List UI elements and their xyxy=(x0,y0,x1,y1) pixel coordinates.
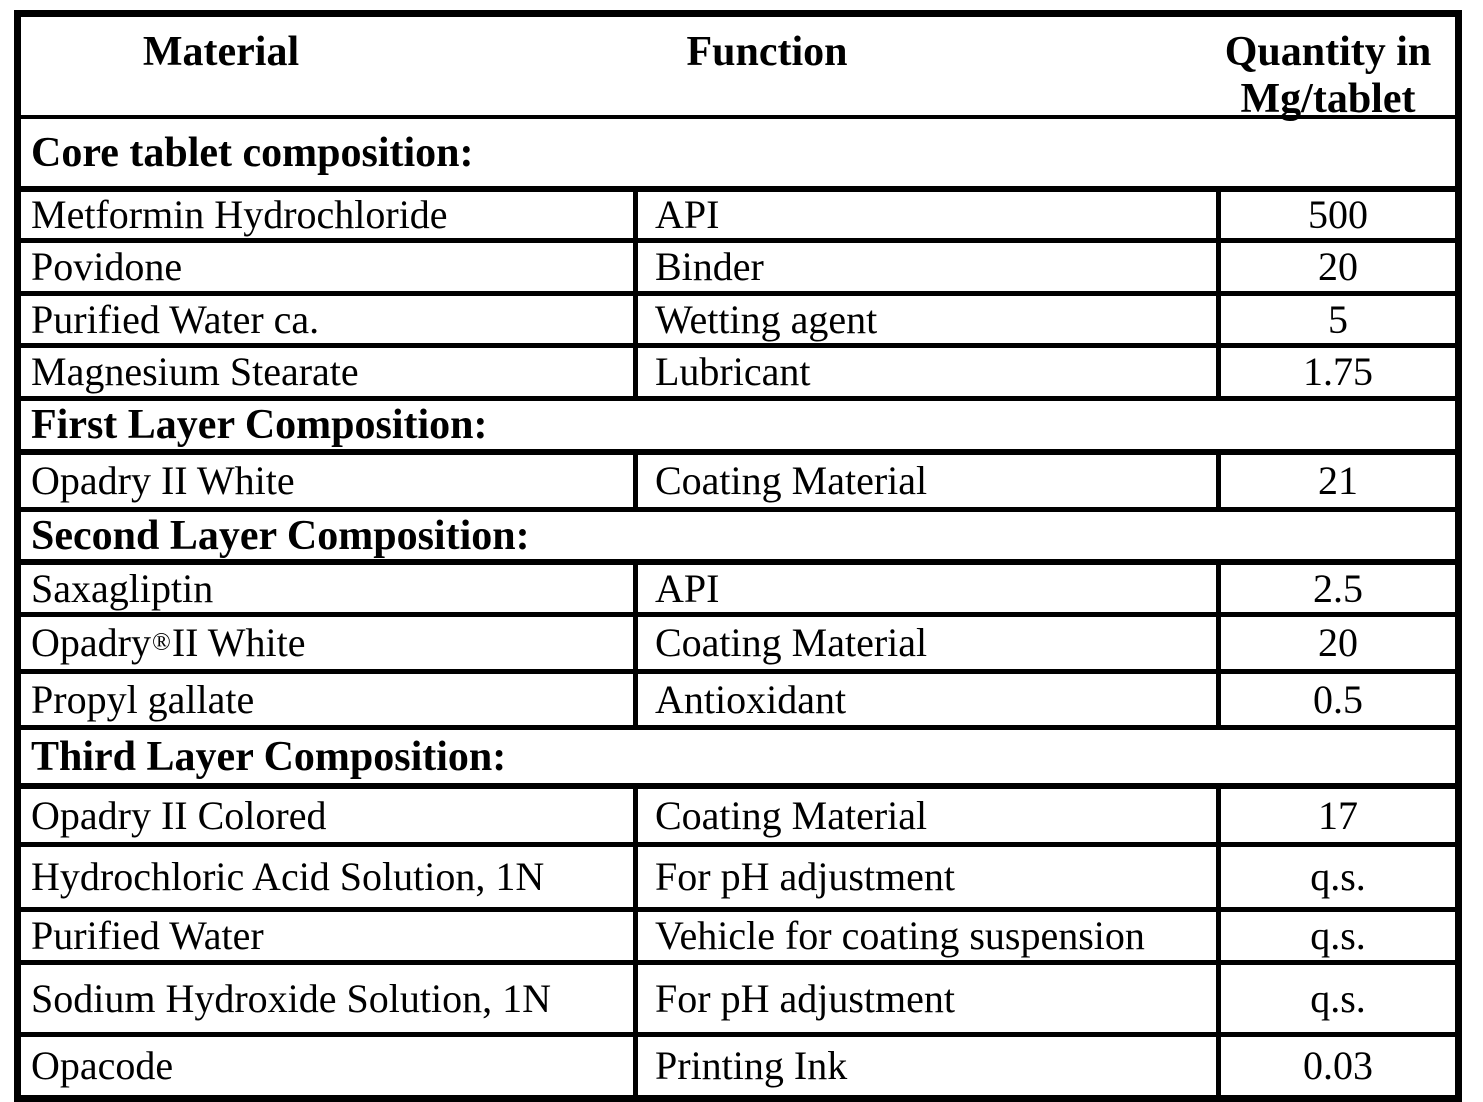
quantity-cell: 5 xyxy=(1216,296,1455,343)
material-cell: Purified Water xyxy=(31,913,264,958)
column-header-function: Function xyxy=(686,29,848,75)
section-header-row-third-layer: Third Layer Composition: xyxy=(21,730,1455,789)
column-header-quantity-line2: Mg/tablet xyxy=(1240,76,1416,123)
quantity-cell: 0.5 xyxy=(1216,674,1455,725)
function-cell: Lubricant xyxy=(633,348,1216,396)
composition-table: Material Function Quantity in Mg/tablet C… xyxy=(14,10,1462,1102)
material-cell: Magnesium Stearate xyxy=(31,349,359,394)
table-row-metformin: Metformin Hydrochloride API 500 xyxy=(21,192,1455,243)
table-row-opadry-ii-colored: Opadry II Colored Coating Material 17 xyxy=(21,789,1455,847)
function-cell: For pH adjustment xyxy=(633,847,1216,907)
table-row-opacode: Opacode Printing Ink 0.03 xyxy=(21,1037,1455,1095)
section-header-row-first-layer: First Layer Composition: xyxy=(21,401,1455,455)
function-cell: API xyxy=(633,565,1216,612)
quantity-cell: 0.03 xyxy=(1216,1037,1455,1095)
section-header-row-second-layer: Second Layer Composition: xyxy=(21,512,1455,565)
column-header-quantity: Quantity in Mg/tablet xyxy=(1201,29,1455,123)
table-row-purified-water: Purified Water Vehicle for coating suspe… xyxy=(21,912,1455,965)
function-cell: Printing Ink xyxy=(633,1037,1216,1095)
function-cell: Binder xyxy=(633,243,1216,291)
table-row-opadry-reg-ii-white: Opadry ® II White Coating Material 20 xyxy=(21,617,1455,674)
material-text: II White xyxy=(171,620,306,665)
section-title: Core tablet composition: xyxy=(31,129,474,176)
table-row-magnesium-stearate: Magnesium Stearate Lubricant 1.75 xyxy=(21,348,1455,401)
function-cell: Coating Material xyxy=(633,789,1216,842)
column-header-material: Material xyxy=(142,29,300,75)
quantity-cell: q.s. xyxy=(1216,965,1455,1032)
section-title: First Layer Composition: xyxy=(31,402,488,448)
function-cell: For pH adjustment xyxy=(633,965,1216,1032)
quantity-cell: q.s. xyxy=(1216,847,1455,907)
quantity-cell: 17 xyxy=(1216,789,1455,842)
quantity-cell: 20 xyxy=(1216,243,1455,291)
column-header-quantity-line1: Quantity in xyxy=(1224,29,1432,75)
quantity-cell: 1.75 xyxy=(1216,348,1455,396)
table-row-saxagliptin: Saxagliptin API 2.5 xyxy=(21,565,1455,617)
quantity-cell: 500 xyxy=(1216,192,1455,238)
material-cell: Saxagliptin xyxy=(31,565,214,611)
material-cell: Opacode xyxy=(31,1043,174,1088)
quantity-cell: q.s. xyxy=(1216,912,1455,960)
section-header-row-core: Core tablet composition: xyxy=(21,119,1455,192)
table-row-sodium-hydroxide: Sodium Hydroxide Solution, 1N For pH adj… xyxy=(21,965,1455,1037)
quantity-cell: 2.5 xyxy=(1216,565,1455,612)
table-header-row: Material Function Quantity in Mg/tablet xyxy=(21,17,1455,122)
table-row-hydrochloric-acid: Hydrochloric Acid Solution, 1N For pH ad… xyxy=(21,847,1455,912)
function-cell: API xyxy=(633,192,1216,238)
table-row-propyl-gallate: Propyl gallate Antioxidant 0.5 xyxy=(21,674,1455,730)
material-text: Opadry xyxy=(31,620,151,665)
table-row-purified-water-ca: Purified Water ca. Wetting agent 5 xyxy=(21,296,1455,348)
material-cell: Opadry ® II White xyxy=(31,620,306,665)
table-row-opadry-ii-white: Opadry II White Coating Material 21 xyxy=(21,455,1455,512)
material-cell: Hydrochloric Acid Solution, 1N xyxy=(31,854,545,899)
material-cell: Sodium Hydroxide Solution, 1N xyxy=(31,975,552,1021)
table-row-povidone: Povidone Binder 20 xyxy=(21,243,1455,296)
material-cell: Opadry II Colored xyxy=(31,792,327,838)
quantity-cell: 20 xyxy=(1216,617,1455,669)
material-cell: Propyl gallate xyxy=(31,676,255,722)
material-cell: Povidone xyxy=(31,244,183,289)
function-cell: Antioxidant xyxy=(633,674,1216,725)
quantity-cell: 21 xyxy=(1216,455,1455,507)
material-cell: Opadry II White xyxy=(31,458,295,503)
function-cell: Coating Material xyxy=(633,617,1216,669)
function-cell: Wetting agent xyxy=(633,296,1216,343)
section-title: Third Layer Composition: xyxy=(31,733,507,780)
section-title: Second Layer Composition: xyxy=(31,512,530,559)
function-cell: Vehicle for coating suspension xyxy=(633,912,1216,960)
material-cell: Purified Water ca. xyxy=(31,296,320,342)
material-cell: Metformin Hydrochloride xyxy=(31,192,448,237)
function-cell: Coating Material xyxy=(633,455,1216,507)
